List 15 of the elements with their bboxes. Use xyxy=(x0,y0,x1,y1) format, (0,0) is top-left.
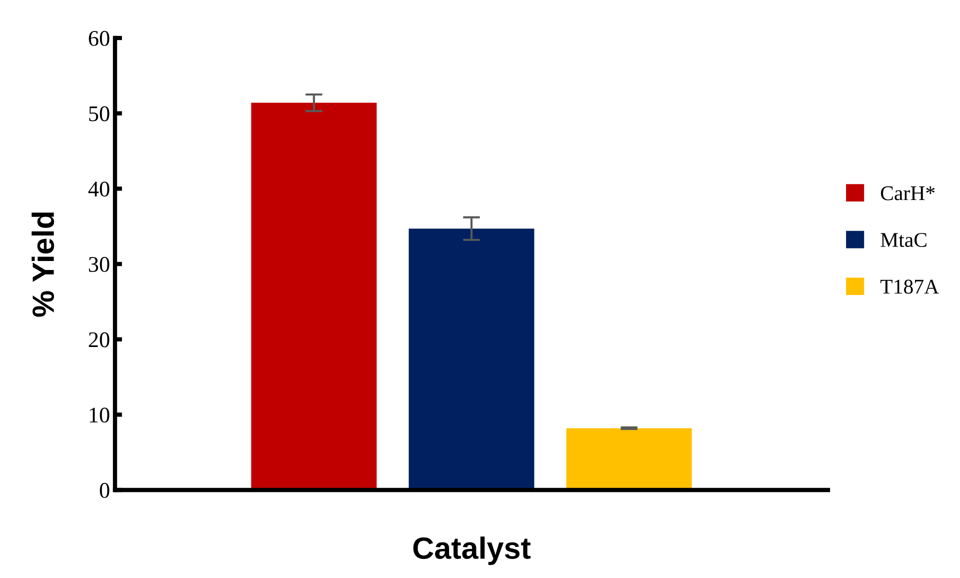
y-axis-title: % Yield xyxy=(32,212,54,317)
bar xyxy=(566,428,692,490)
x-axis-title: Catalyst xyxy=(413,536,531,566)
y-tick-label: 40 xyxy=(88,182,110,197)
legend-label: T187A xyxy=(880,280,939,294)
y-tick-label: 20 xyxy=(88,332,110,348)
y-tick-label: 60 xyxy=(88,30,110,46)
bar xyxy=(251,102,377,490)
y-tick-label: 30 xyxy=(88,256,110,272)
y-tick-label: 50 xyxy=(89,106,110,122)
legend-label: MtaC xyxy=(880,232,926,247)
legend-label: CarH* xyxy=(880,186,935,200)
y-tick-label: 0 xyxy=(100,482,110,498)
y-tick-label: 10 xyxy=(90,408,110,423)
bar xyxy=(408,228,534,490)
